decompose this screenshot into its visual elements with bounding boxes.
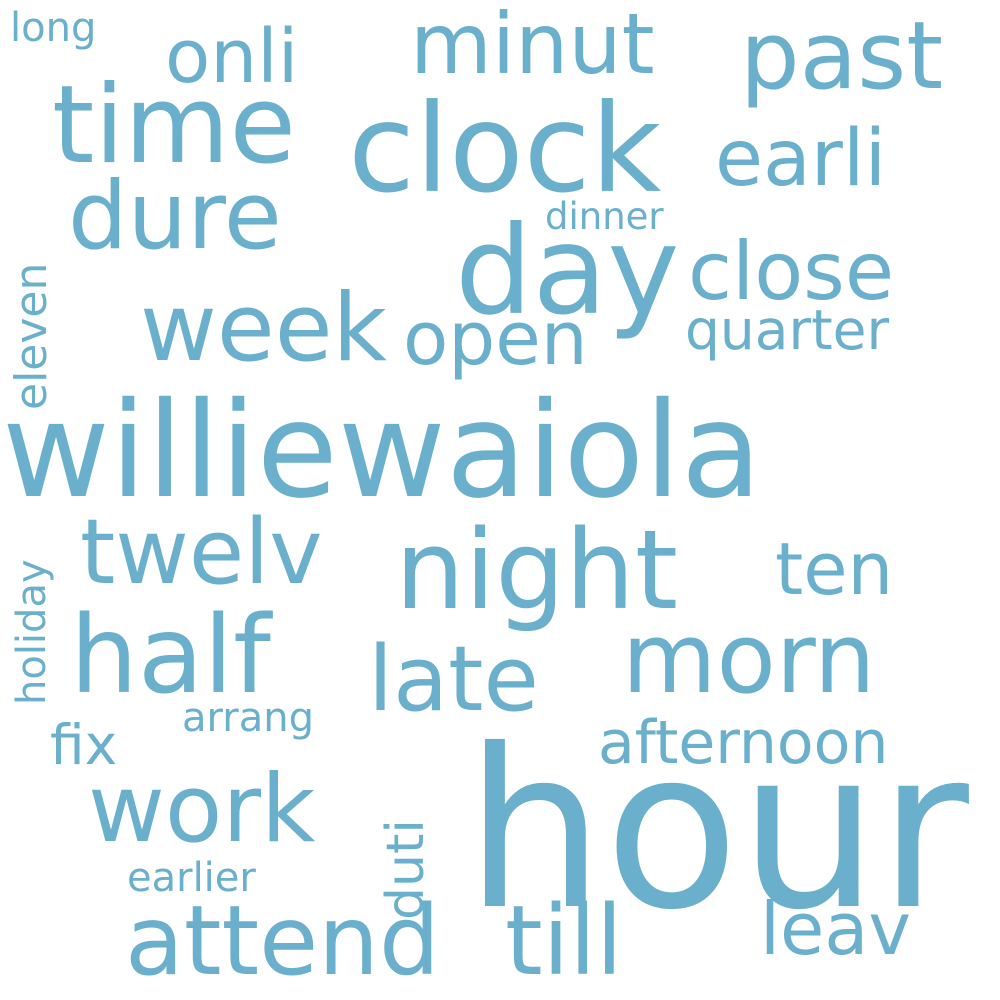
word-hour: hour	[465, 702, 969, 958]
word-arrang: arrang	[182, 695, 314, 741]
word-twelv: twelv	[80, 500, 323, 605]
word-past: past	[740, 2, 944, 111]
word-week: week	[140, 274, 387, 383]
word-dinner: dinner	[545, 195, 664, 238]
word-fix: fix	[50, 713, 118, 777]
word-minut: minut	[410, 0, 655, 93]
word-leav: leav	[760, 887, 912, 971]
word-afternoon: afternoon	[598, 708, 889, 778]
word-eleven: eleven	[6, 262, 57, 410]
word-earlier: earlier	[127, 855, 256, 901]
word-onli: onli	[165, 14, 299, 100]
word-holiday: holiday	[9, 559, 55, 705]
word-quarter: quarter	[685, 298, 890, 362]
word-night: night	[395, 506, 678, 634]
word-till: till	[505, 885, 623, 997]
word-close: close	[688, 225, 895, 318]
word-attend: attend	[125, 885, 440, 997]
word-morn: morn	[622, 602, 876, 715]
word-time: time	[52, 63, 297, 188]
word-dure: dure	[68, 162, 282, 271]
word-work: work	[88, 755, 316, 864]
word-williewaiola: williewaiola	[2, 374, 762, 528]
word-half: half	[70, 594, 271, 718]
word-open: open	[403, 296, 588, 382]
word-late: late	[368, 627, 539, 732]
word-earli: earli	[715, 114, 887, 204]
word-ten: ten	[775, 527, 894, 611]
word-duti: duti	[376, 819, 436, 920]
word-day: day	[455, 200, 680, 342]
word-long: long	[10, 5, 97, 51]
word-clock: clock	[348, 78, 662, 220]
